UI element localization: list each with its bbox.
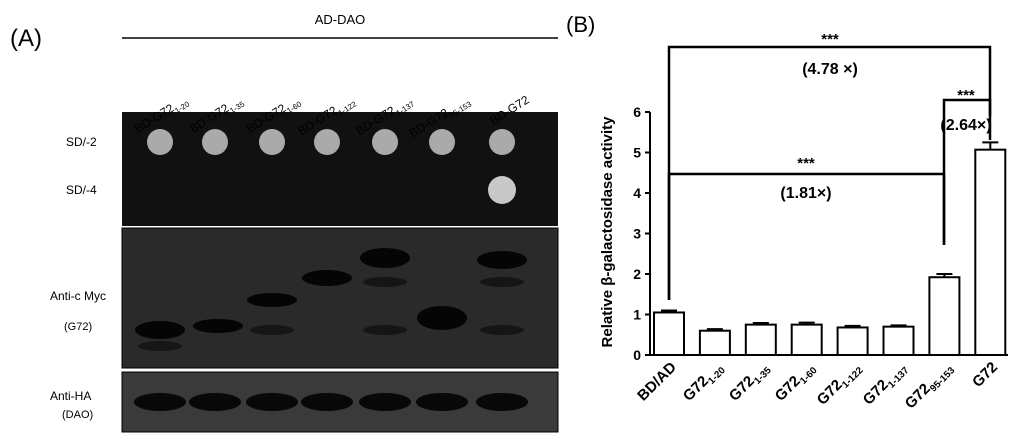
label-sub: 1-20 bbox=[706, 365, 728, 387]
error-bar bbox=[798, 321, 815, 325]
band bbox=[302, 270, 352, 286]
label: G721-35 bbox=[726, 358, 774, 406]
y-tick-label: 1 bbox=[633, 307, 641, 323]
bar bbox=[928, 276, 961, 356]
colony bbox=[202, 129, 228, 155]
band bbox=[416, 393, 468, 411]
fold-change: (2.64×) bbox=[940, 117, 991, 134]
y-axis-label: Relative β-galactosidase activity bbox=[599, 116, 616, 348]
bar bbox=[698, 329, 731, 357]
band bbox=[476, 393, 528, 411]
colony bbox=[259, 129, 285, 155]
bracket bbox=[942, 98, 992, 245]
group-label: AD-DAO bbox=[315, 12, 366, 27]
label-sub: 1-35 bbox=[752, 365, 774, 387]
row-label: Anti-HA bbox=[50, 389, 91, 403]
band bbox=[359, 393, 411, 411]
band bbox=[480, 325, 524, 335]
y-tick-label: 2 bbox=[633, 266, 641, 282]
row-label: SD/-2 bbox=[66, 135, 97, 149]
error-bar bbox=[706, 328, 723, 331]
bar bbox=[790, 323, 823, 356]
label: G721-122 bbox=[814, 358, 866, 410]
label: G721-60 bbox=[772, 358, 820, 406]
y-tick-label: 4 bbox=[633, 185, 641, 201]
label: G72 bbox=[969, 359, 1001, 391]
error-bar bbox=[982, 141, 999, 150]
dot-blot bbox=[122, 112, 558, 226]
western-myc bbox=[121, 227, 559, 369]
band bbox=[134, 393, 186, 411]
label: G721-20 bbox=[680, 358, 728, 406]
fold-change: (1.81×) bbox=[780, 185, 831, 202]
band bbox=[189, 393, 241, 411]
row-label: (DAO) bbox=[62, 409, 93, 421]
band bbox=[138, 341, 182, 351]
band bbox=[417, 306, 467, 330]
label-base: G72 bbox=[969, 359, 1001, 391]
band bbox=[363, 277, 407, 287]
bracket bbox=[667, 172, 946, 300]
bar bbox=[653, 311, 685, 357]
panel-label: (A) bbox=[10, 25, 42, 52]
label-sub: 1-60 bbox=[798, 365, 820, 387]
row-label: (G72) bbox=[64, 321, 92, 333]
label: G7295-153 bbox=[902, 358, 958, 414]
error-bar bbox=[936, 273, 953, 278]
y-tick-label: 6 bbox=[633, 104, 641, 120]
fold-change: (4.78 ×) bbox=[802, 61, 858, 78]
y-tick-label: 3 bbox=[633, 226, 641, 242]
band bbox=[480, 277, 524, 287]
label-sub: 1-122 bbox=[840, 365, 866, 391]
colony bbox=[147, 129, 173, 155]
error-bar bbox=[661, 309, 677, 313]
significance: *** bbox=[797, 155, 815, 172]
error-bar bbox=[752, 322, 769, 325]
band bbox=[193, 319, 243, 333]
colony bbox=[429, 129, 455, 155]
bar bbox=[744, 323, 777, 356]
colony bbox=[489, 129, 515, 155]
colony bbox=[488, 176, 516, 204]
band bbox=[477, 251, 527, 269]
band bbox=[301, 393, 353, 411]
colony bbox=[314, 129, 340, 155]
significance: *** bbox=[957, 87, 975, 104]
label: BD/AD bbox=[634, 359, 680, 405]
bar bbox=[836, 326, 869, 356]
colony bbox=[372, 129, 398, 155]
label-sub: 95-153 bbox=[928, 365, 958, 395]
bar bbox=[974, 148, 1007, 356]
significance: *** bbox=[821, 31, 839, 48]
y-tick-label: 0 bbox=[633, 347, 641, 363]
label-base: BD/AD bbox=[634, 359, 680, 405]
error-bar bbox=[844, 324, 861, 328]
y-tick-label: 5 bbox=[633, 145, 641, 161]
panel-label: (B) bbox=[566, 12, 595, 37]
band bbox=[250, 325, 294, 335]
band bbox=[363, 325, 407, 335]
row-label: Anti-c Myc bbox=[50, 289, 106, 303]
band bbox=[135, 321, 185, 339]
label-sub: 1-137 bbox=[886, 365, 911, 390]
bar bbox=[882, 325, 915, 356]
band bbox=[360, 248, 410, 268]
band bbox=[246, 393, 298, 411]
error-bar bbox=[890, 324, 907, 327]
band bbox=[247, 293, 297, 307]
row-label: SD/-4 bbox=[66, 183, 97, 197]
